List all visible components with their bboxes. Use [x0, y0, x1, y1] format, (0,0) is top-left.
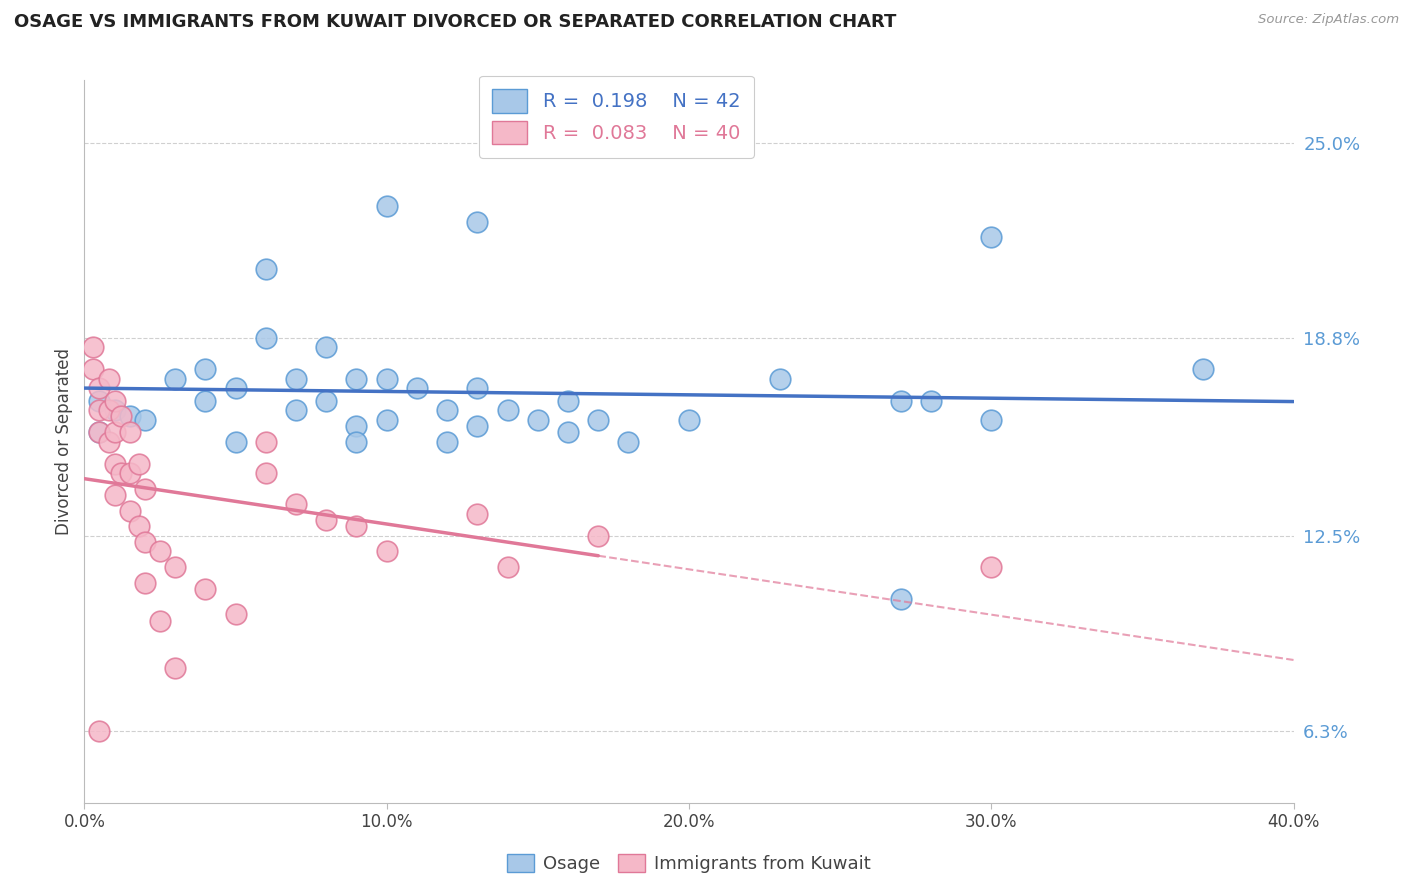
Point — [406, 381, 429, 395]
Point — [375, 544, 398, 558]
Point — [496, 560, 519, 574]
Point — [165, 372, 187, 386]
Point — [104, 457, 127, 471]
Point — [134, 535, 156, 549]
Point — [89, 425, 111, 439]
Point — [89, 723, 111, 738]
Point — [557, 393, 579, 408]
Point — [165, 661, 187, 675]
Point — [82, 362, 104, 376]
Point — [134, 482, 156, 496]
Point — [254, 466, 277, 480]
Point — [588, 412, 610, 426]
Point — [315, 513, 337, 527]
Point — [118, 425, 141, 439]
Point — [375, 372, 398, 386]
Point — [128, 457, 150, 471]
Point — [527, 412, 550, 426]
Point — [89, 403, 111, 417]
Point — [97, 434, 120, 449]
Legend: Osage, Immigrants from Kuwait: Osage, Immigrants from Kuwait — [499, 847, 879, 880]
Point — [467, 418, 489, 433]
Point — [118, 503, 141, 517]
Point — [104, 425, 127, 439]
Point — [617, 434, 640, 449]
Point — [920, 393, 942, 408]
Point — [890, 591, 912, 606]
Point — [165, 560, 187, 574]
Point — [89, 381, 111, 395]
Point — [285, 372, 308, 386]
Point — [496, 403, 519, 417]
Point — [225, 381, 247, 395]
Point — [97, 372, 120, 386]
Point — [467, 507, 489, 521]
Point — [285, 497, 308, 511]
Point — [194, 582, 217, 597]
Point — [375, 199, 398, 213]
Point — [980, 560, 1002, 574]
Point — [467, 381, 489, 395]
Point — [225, 607, 247, 622]
Point — [346, 418, 368, 433]
Point — [346, 372, 368, 386]
Text: OSAGE VS IMMIGRANTS FROM KUWAIT DIVORCED OR SEPARATED CORRELATION CHART: OSAGE VS IMMIGRANTS FROM KUWAIT DIVORCED… — [14, 13, 897, 31]
Point — [557, 425, 579, 439]
Point — [82, 340, 104, 354]
Point — [254, 261, 277, 276]
Y-axis label: Divorced or Separated: Divorced or Separated — [55, 348, 73, 535]
Point — [97, 403, 120, 417]
Point — [110, 466, 132, 480]
Point — [254, 331, 277, 345]
Point — [1192, 362, 1215, 376]
Point — [134, 412, 156, 426]
Point — [375, 412, 398, 426]
Point — [104, 488, 127, 502]
Point — [89, 393, 111, 408]
Point — [225, 434, 247, 449]
Point — [346, 434, 368, 449]
Point — [315, 393, 337, 408]
Point — [678, 412, 700, 426]
Point — [315, 340, 337, 354]
Point — [118, 409, 141, 424]
Point — [194, 362, 217, 376]
Point — [254, 434, 277, 449]
Point — [104, 403, 127, 417]
Point — [89, 425, 111, 439]
Point — [467, 214, 489, 228]
Point — [980, 412, 1002, 426]
Point — [134, 575, 156, 590]
Point — [285, 403, 308, 417]
Point — [980, 230, 1002, 244]
Point — [149, 614, 172, 628]
Point — [436, 434, 458, 449]
Point — [588, 529, 610, 543]
Point — [110, 409, 132, 424]
Point — [890, 393, 912, 408]
Point — [118, 466, 141, 480]
Point — [769, 372, 792, 386]
Point — [194, 393, 217, 408]
Point — [346, 519, 368, 533]
Point — [436, 403, 458, 417]
Point — [104, 393, 127, 408]
Point — [149, 544, 172, 558]
Point — [128, 519, 150, 533]
Text: Source: ZipAtlas.com: Source: ZipAtlas.com — [1258, 13, 1399, 27]
